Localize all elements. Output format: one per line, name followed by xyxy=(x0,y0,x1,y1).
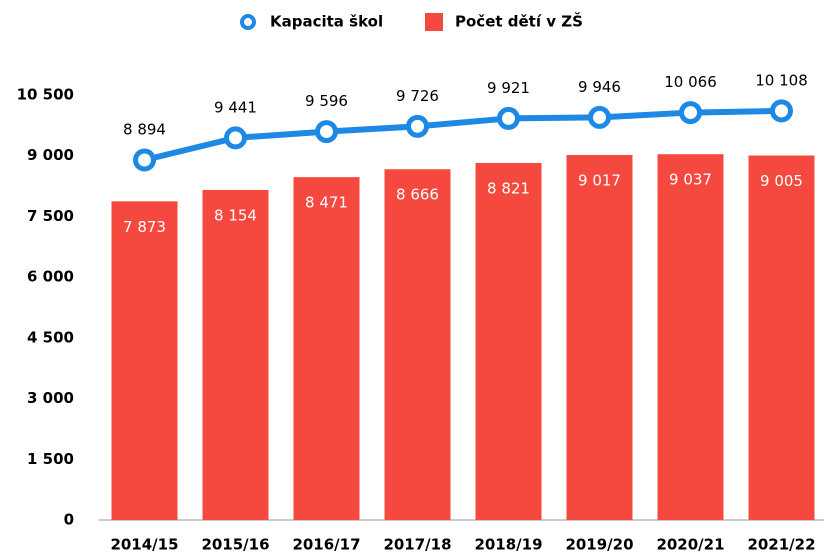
point-label: 9 596 xyxy=(305,92,348,110)
bar xyxy=(111,201,178,521)
y-tick-label: 3 000 xyxy=(27,389,74,407)
y-tick-label: 7 500 xyxy=(27,207,74,225)
legend-label: Kapacita škol xyxy=(270,13,383,31)
point xyxy=(679,101,702,125)
bar-label: 9 005 xyxy=(760,172,803,190)
y-tick-label: 4 500 xyxy=(27,328,74,346)
bar-label: 9 017 xyxy=(578,172,621,190)
point xyxy=(133,148,156,172)
x-tick-label: 2016/17 xyxy=(292,536,360,554)
point xyxy=(406,114,429,138)
bar xyxy=(748,155,815,520)
x-tick-label: 2020/21 xyxy=(656,536,724,554)
y-tick-label: 6 000 xyxy=(27,268,74,286)
x-tick-label: 2018/19 xyxy=(474,536,542,554)
y-tick-label: 1 500 xyxy=(27,450,74,468)
point xyxy=(497,106,520,130)
legend-label: Počet dětí v ZŠ xyxy=(455,12,583,31)
point-label: 9 946 xyxy=(578,78,621,96)
bar xyxy=(384,169,451,520)
bar-label: 7 873 xyxy=(123,218,166,236)
legend-marker xyxy=(425,13,443,31)
bar-label: 8 821 xyxy=(487,179,530,197)
point-label: 10 066 xyxy=(664,73,717,91)
legend-marker xyxy=(240,14,256,30)
bar-label: 8 666 xyxy=(396,186,439,204)
point-label: 9 441 xyxy=(214,98,257,116)
bar xyxy=(566,155,633,520)
point-label: 8 894 xyxy=(123,121,166,139)
bar xyxy=(293,177,360,520)
point xyxy=(224,126,247,150)
point-label: 9 921 xyxy=(487,79,530,97)
x-tick-label: 2017/18 xyxy=(383,536,451,554)
bar-label: 9 037 xyxy=(669,171,712,189)
point-label: 9 726 xyxy=(396,87,439,105)
y-tick-label: 9 000 xyxy=(27,146,74,164)
bar-label: 8 154 xyxy=(214,206,257,224)
x-tick-label: 2014/15 xyxy=(110,536,178,554)
line xyxy=(143,107,782,163)
bar xyxy=(475,162,542,520)
x-tick-label: 2019/20 xyxy=(565,536,633,554)
x-tick-label: 2021/22 xyxy=(747,536,815,554)
point xyxy=(588,105,611,129)
bar xyxy=(657,154,724,520)
point xyxy=(770,99,793,123)
bar xyxy=(202,189,269,520)
point-label: 10 108 xyxy=(755,71,808,89)
x-tick-label: 2015/16 xyxy=(201,536,269,554)
bar-label: 8 471 xyxy=(305,194,348,212)
y-tick-label: 10 500 xyxy=(17,86,74,104)
point xyxy=(315,120,338,144)
y-tick-label: 0 xyxy=(64,511,74,529)
